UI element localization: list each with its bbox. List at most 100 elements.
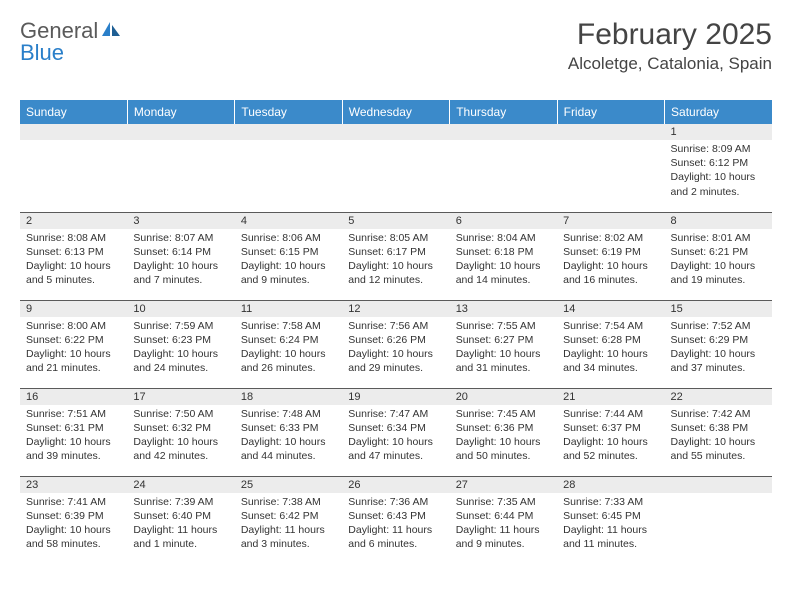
sunrise-line: Sunrise: 7:39 AM: [133, 495, 228, 509]
calendar-table: Sunday Monday Tuesday Wednesday Thursday…: [20, 100, 772, 564]
sunrise-line: Sunrise: 7:44 AM: [563, 407, 658, 421]
calendar-week-row: 2Sunrise: 8:08 AMSunset: 6:13 PMDaylight…: [20, 212, 772, 300]
calendar-day-cell: [665, 476, 772, 564]
sunset-line: Sunset: 6:37 PM: [563, 421, 658, 435]
sunrise-line: Sunrise: 8:00 AM: [26, 319, 121, 333]
day-body: Sunrise: 7:56 AMSunset: 6:26 PMDaylight:…: [342, 317, 449, 380]
weekday-header: Tuesday: [235, 100, 342, 124]
weekday-header: Wednesday: [342, 100, 449, 124]
day-body: Sunrise: 8:00 AMSunset: 6:22 PMDaylight:…: [20, 317, 127, 380]
calendar-page: General February 2025 Alcoletge, Catalon…: [0, 0, 792, 584]
day-body: [20, 140, 127, 146]
sunset-line: Sunset: 6:33 PM: [241, 421, 336, 435]
day-body: Sunrise: 8:01 AMSunset: 6:21 PMDaylight:…: [665, 229, 772, 292]
calendar-day-cell: [20, 124, 127, 212]
daylight-line: Daylight: 11 hours and 6 minutes.: [348, 523, 443, 551]
day-number: [557, 124, 664, 140]
day-body: Sunrise: 7:51 AMSunset: 6:31 PMDaylight:…: [20, 405, 127, 468]
day-body: Sunrise: 7:33 AMSunset: 6:45 PMDaylight:…: [557, 493, 664, 556]
daylight-line: Daylight: 10 hours and 24 minutes.: [133, 347, 228, 375]
calendar-day-cell: 5Sunrise: 8:05 AMSunset: 6:17 PMDaylight…: [342, 212, 449, 300]
day-body: Sunrise: 8:09 AMSunset: 6:12 PMDaylight:…: [665, 140, 772, 203]
day-number: 6: [450, 213, 557, 229]
sunrise-line: Sunrise: 7:33 AM: [563, 495, 658, 509]
day-body: Sunrise: 7:42 AMSunset: 6:38 PMDaylight:…: [665, 405, 772, 468]
sunrise-line: Sunrise: 7:58 AM: [241, 319, 336, 333]
sunset-line: Sunset: 6:22 PM: [26, 333, 121, 347]
day-number: 24: [127, 477, 234, 493]
calendar-day-cell: 3Sunrise: 8:07 AMSunset: 6:14 PMDaylight…: [127, 212, 234, 300]
sunrise-line: Sunrise: 7:52 AM: [671, 319, 766, 333]
calendar-day-cell: 16Sunrise: 7:51 AMSunset: 6:31 PMDayligh…: [20, 388, 127, 476]
page-header: General February 2025 Alcoletge, Catalon…: [20, 18, 772, 74]
location-subtitle: Alcoletge, Catalonia, Spain: [568, 54, 772, 74]
sunset-line: Sunset: 6:39 PM: [26, 509, 121, 523]
sunset-line: Sunset: 6:27 PM: [456, 333, 551, 347]
sunset-line: Sunset: 6:12 PM: [671, 156, 766, 170]
calendar-day-cell: [342, 124, 449, 212]
day-number: 12: [342, 301, 449, 317]
day-body: [557, 140, 664, 146]
day-body: [127, 140, 234, 146]
sunrise-line: Sunrise: 7:35 AM: [456, 495, 551, 509]
calendar-day-cell: 17Sunrise: 7:50 AMSunset: 6:32 PMDayligh…: [127, 388, 234, 476]
calendar-week-row: 23Sunrise: 7:41 AMSunset: 6:39 PMDayligh…: [20, 476, 772, 564]
daylight-line: Daylight: 10 hours and 14 minutes.: [456, 259, 551, 287]
calendar-day-cell: 18Sunrise: 7:48 AMSunset: 6:33 PMDayligh…: [235, 388, 342, 476]
daylight-line: Daylight: 10 hours and 29 minutes.: [348, 347, 443, 375]
sunset-line: Sunset: 6:17 PM: [348, 245, 443, 259]
calendar-week-row: 9Sunrise: 8:00 AMSunset: 6:22 PMDaylight…: [20, 300, 772, 388]
daylight-line: Daylight: 11 hours and 11 minutes.: [563, 523, 658, 551]
daylight-line: Daylight: 10 hours and 7 minutes.: [133, 259, 228, 287]
day-number: 5: [342, 213, 449, 229]
calendar-day-cell: 15Sunrise: 7:52 AMSunset: 6:29 PMDayligh…: [665, 300, 772, 388]
day-number: [235, 124, 342, 140]
calendar-day-cell: [557, 124, 664, 212]
sunset-line: Sunset: 6:42 PM: [241, 509, 336, 523]
sunrise-line: Sunrise: 8:01 AM: [671, 231, 766, 245]
day-number: [342, 124, 449, 140]
day-number: 3: [127, 213, 234, 229]
day-number: 1: [665, 124, 772, 140]
sunset-line: Sunset: 6:13 PM: [26, 245, 121, 259]
sunset-line: Sunset: 6:19 PM: [563, 245, 658, 259]
day-number: 8: [665, 213, 772, 229]
day-body: Sunrise: 7:55 AMSunset: 6:27 PMDaylight:…: [450, 317, 557, 380]
sunrise-line: Sunrise: 8:02 AM: [563, 231, 658, 245]
daylight-line: Daylight: 10 hours and 12 minutes.: [348, 259, 443, 287]
sunset-line: Sunset: 6:21 PM: [671, 245, 766, 259]
sunrise-line: Sunrise: 7:54 AM: [563, 319, 658, 333]
sunrise-line: Sunrise: 8:04 AM: [456, 231, 551, 245]
day-number: 28: [557, 477, 664, 493]
calendar-day-cell: 12Sunrise: 7:56 AMSunset: 6:26 PMDayligh…: [342, 300, 449, 388]
sunset-line: Sunset: 6:28 PM: [563, 333, 658, 347]
sunrise-line: Sunrise: 7:50 AM: [133, 407, 228, 421]
day-number: 22: [665, 389, 772, 405]
daylight-line: Daylight: 11 hours and 1 minute.: [133, 523, 228, 551]
weekday-header: Friday: [557, 100, 664, 124]
weekday-header: Thursday: [450, 100, 557, 124]
sunset-line: Sunset: 6:38 PM: [671, 421, 766, 435]
day-body: Sunrise: 8:04 AMSunset: 6:18 PMDaylight:…: [450, 229, 557, 292]
daylight-line: Daylight: 10 hours and 9 minutes.: [241, 259, 336, 287]
sunrise-line: Sunrise: 7:42 AM: [671, 407, 766, 421]
daylight-line: Daylight: 10 hours and 34 minutes.: [563, 347, 658, 375]
sunrise-line: Sunrise: 7:45 AM: [456, 407, 551, 421]
calendar-day-cell: 9Sunrise: 8:00 AMSunset: 6:22 PMDaylight…: [20, 300, 127, 388]
calendar-day-cell: 22Sunrise: 7:42 AMSunset: 6:38 PMDayligh…: [665, 388, 772, 476]
day-body: Sunrise: 7:54 AMSunset: 6:28 PMDaylight:…: [557, 317, 664, 380]
calendar-day-cell: 20Sunrise: 7:45 AMSunset: 6:36 PMDayligh…: [450, 388, 557, 476]
calendar-day-cell: 26Sunrise: 7:36 AMSunset: 6:43 PMDayligh…: [342, 476, 449, 564]
calendar-day-cell: 25Sunrise: 7:38 AMSunset: 6:42 PMDayligh…: [235, 476, 342, 564]
day-number: 10: [127, 301, 234, 317]
sunrise-line: Sunrise: 8:06 AM: [241, 231, 336, 245]
day-body: Sunrise: 7:48 AMSunset: 6:33 PMDaylight:…: [235, 405, 342, 468]
daylight-line: Daylight: 10 hours and 58 minutes.: [26, 523, 121, 551]
day-body: [450, 140, 557, 146]
calendar-day-cell: [235, 124, 342, 212]
daylight-line: Daylight: 10 hours and 19 minutes.: [671, 259, 766, 287]
day-body: Sunrise: 7:38 AMSunset: 6:42 PMDaylight:…: [235, 493, 342, 556]
daylight-line: Daylight: 10 hours and 37 minutes.: [671, 347, 766, 375]
day-number: 14: [557, 301, 664, 317]
calendar-day-cell: 24Sunrise: 7:39 AMSunset: 6:40 PMDayligh…: [127, 476, 234, 564]
